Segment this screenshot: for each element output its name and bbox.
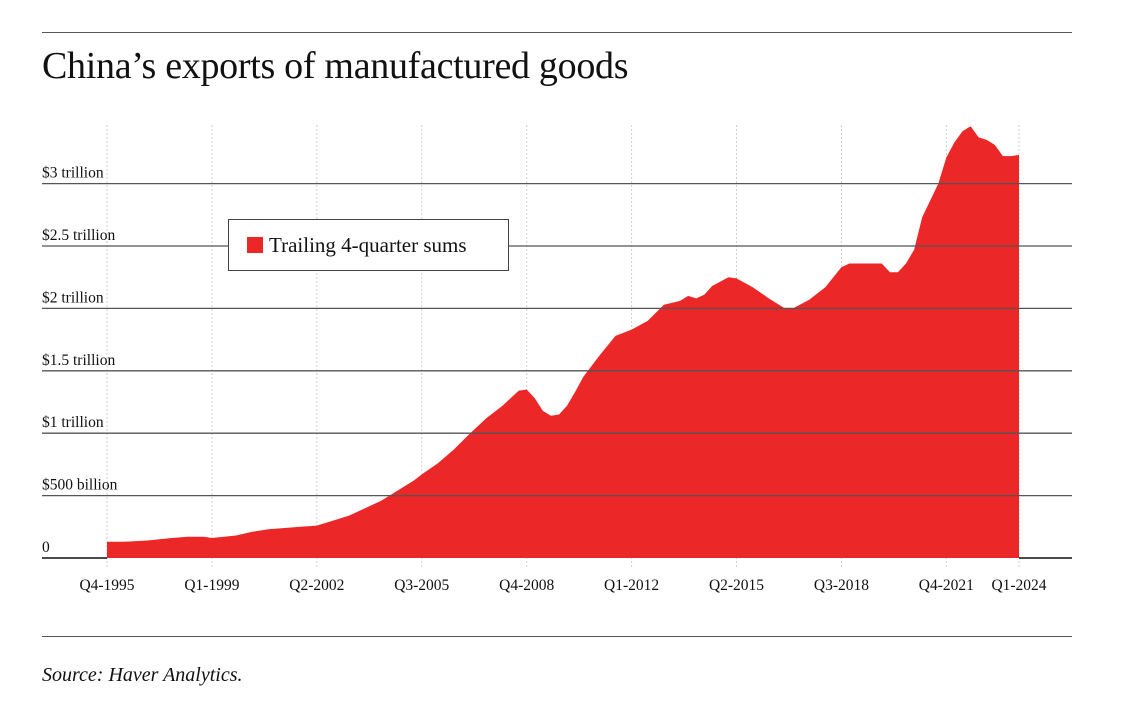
x-tick-label: Q3-2005 — [394, 577, 449, 594]
x-tick-label: Q3-2018 — [814, 577, 869, 594]
y-tick-label: $3 trillion — [42, 165, 104, 182]
y-tick-label: $2 trillion — [42, 289, 104, 306]
legend: Trailing 4-quarter sums — [228, 219, 509, 271]
legend-label: Trailing 4-quarter sums — [269, 232, 467, 257]
x-tick-label: Q1-1999 — [184, 577, 239, 594]
top-rule — [42, 32, 1072, 33]
bottom-rule — [42, 636, 1072, 637]
y-tick-label: $1 trillion — [42, 414, 104, 431]
y-tick-label: 0 — [42, 539, 50, 556]
y-tick-label: $2.5 trillion — [42, 227, 115, 244]
x-tick-label: Q1-2012 — [604, 577, 659, 594]
x-tick-label: Q1-2024 — [991, 577, 1046, 594]
x-tick-label: Q4-1995 — [79, 577, 134, 594]
y-tick-label: $500 billion — [42, 477, 118, 494]
chart-title: China’s exports of manufactured goods — [42, 45, 629, 87]
x-tick-label: Q2-2002 — [289, 577, 344, 594]
series-area — [107, 126, 1019, 558]
legend-swatch — [247, 237, 263, 253]
x-tick-label: Q4-2008 — [499, 577, 554, 594]
x-tick-label: Q2-2015 — [709, 577, 764, 594]
source-note: Source: Haver Analytics. — [42, 664, 243, 686]
x-tick-label: Q4-2021 — [919, 577, 974, 594]
y-tick-label: $1.5 trillion — [42, 352, 115, 369]
